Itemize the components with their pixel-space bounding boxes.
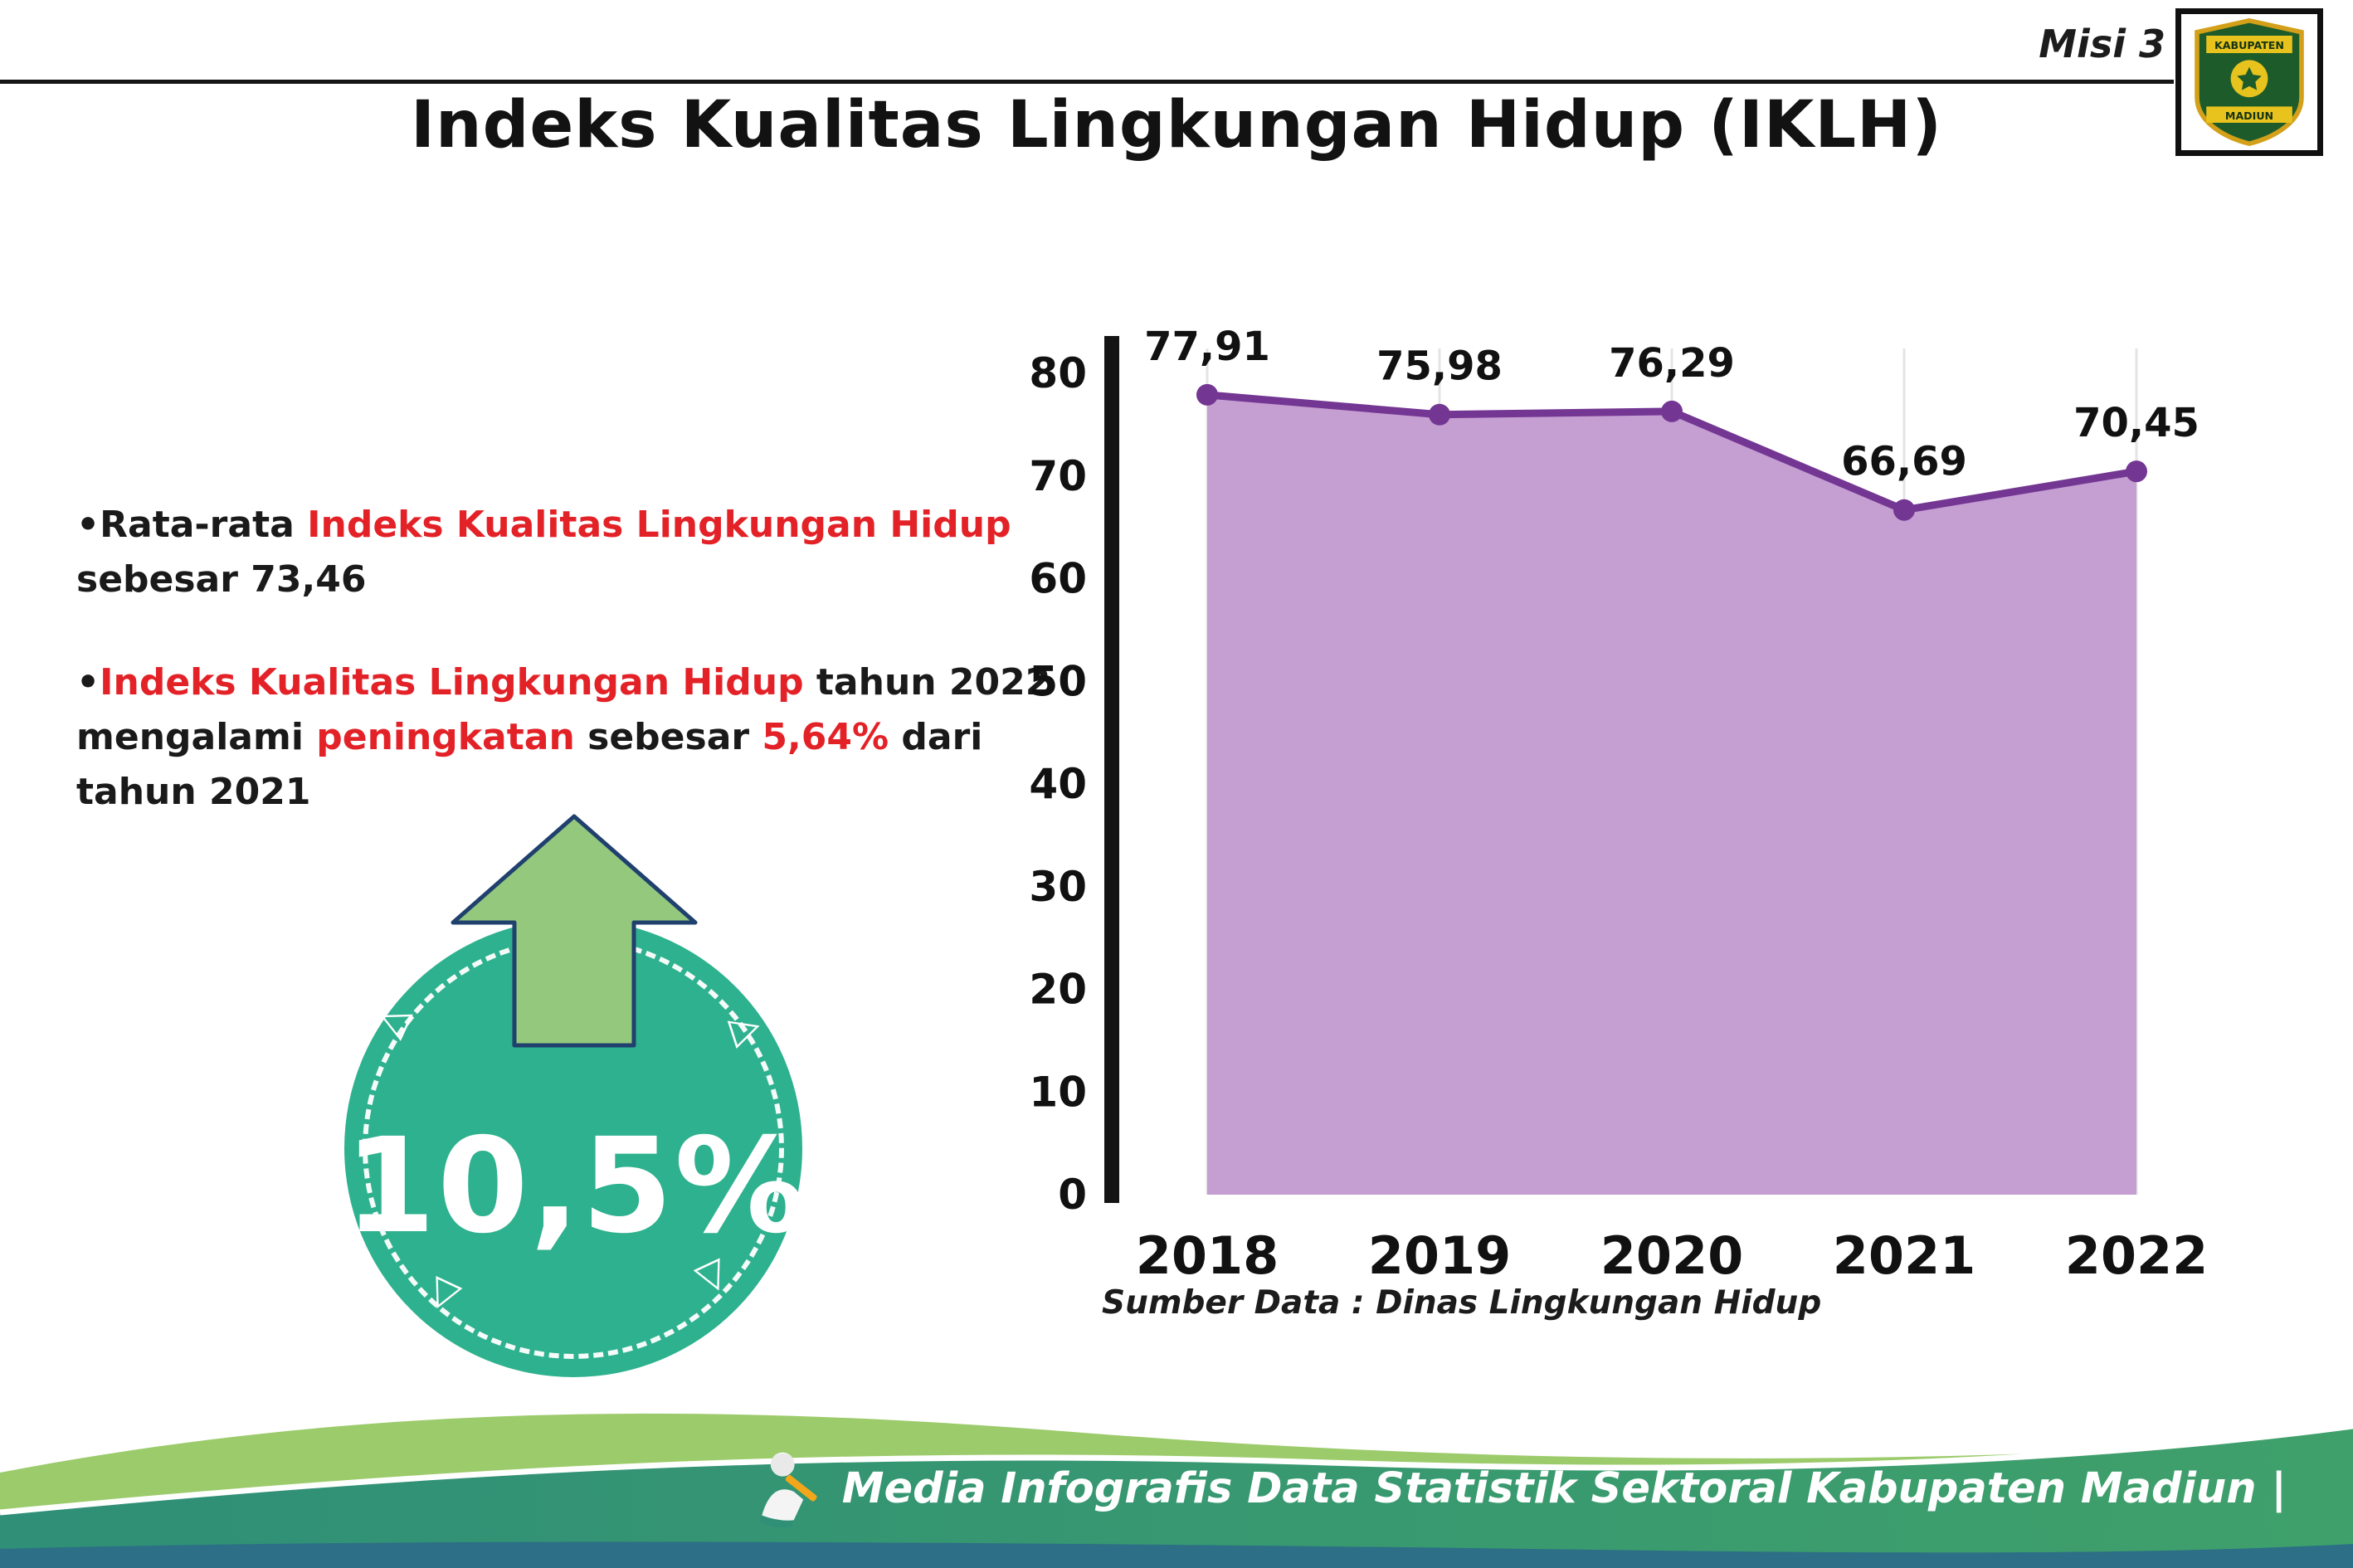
bullet-item-increase: •Indeks Kualitas Lingkungan Hidup tahun … [76,655,1072,820]
page-title: Indeks Kualitas Lingkungan Hidup (IKLH) [411,88,1942,163]
iklh-chart-svg: 0 10 20 30 40 50 60 70 80 77,91 2018 75,98 2019 76,29… [1029,324,2209,1286]
bullet-list: •Rata-rata Indeks Kualitas Lingkungan Hi… [76,498,1072,820]
up-arrow-icon [451,814,698,1048]
bullet-text: sebesar [574,716,762,758]
svg-text:30: 30 [1029,863,1087,911]
bullet-text-highlight: Indeks Kualitas Lingkungan Hidup [100,661,804,704]
bullet-glyph: • [76,504,100,546]
svg-text:77,91: 77,91 [1144,324,1270,370]
logo-top-text: KABUPATEN [2214,39,2284,51]
svg-text:50: 50 [1029,657,1087,705]
mascot-icon [760,1452,817,1528]
svg-text:0: 0 [1058,1171,1087,1219]
svg-text:10: 10 [1029,1068,1087,1116]
bullet-text: tahun 2022 mengalami [76,661,1051,758]
kabupaten-madiun-logo: KABUPATEN MADIUN [2175,8,2323,156]
svg-text:66,69: 66,69 [1841,439,1967,485]
bullet-text: Rata-rata [100,504,308,546]
footer-text: Media Infografis Data Statistik Sektoral… [841,1463,2287,1513]
bullet-glyph: • [76,661,100,704]
svg-text:75,98: 75,98 [1376,343,1503,390]
svg-text:20: 20 [1029,966,1087,1014]
svg-text:40: 40 [1029,760,1087,808]
badge-value: 10,5% [344,1110,808,1263]
bullet-text: sebesar 73,46 [76,558,367,601]
svg-text:70,45: 70,45 [2073,400,2200,446]
misi-label: Misi 3 [2039,22,2165,66]
footer-wave [0,1413,2353,1568]
logo-bottom-text: MADIUN [2225,110,2273,122]
iklh-chart: 0 10 20 30 40 50 60 70 80 77,91 2018 75,98 2019 76,29… [1004,290,2307,1336]
bullet-text-highlight: peningkatan [316,716,575,758]
header-divider [0,80,2174,84]
svg-text:2019: 2019 [1368,1225,1512,1286]
bullet-text: dari tahun 2021 [76,716,983,813]
source-note: Sumber Data : Dinas Lingkungan Hidup [1102,1284,1822,1322]
svg-text:80: 80 [1029,349,1087,397]
bullet-text-highlight: 5,64% [762,716,889,758]
svg-text:76,29: 76,29 [1609,340,1735,387]
svg-text:2020: 2020 [1600,1225,1744,1286]
svg-text:2021: 2021 [1833,1225,1976,1286]
svg-text:2022: 2022 [2065,1225,2209,1286]
svg-text:60: 60 [1029,555,1087,603]
bullet-item-average: •Rata-rata Indeks Kualitas Lingkungan Hi… [76,498,1072,607]
svg-text:2018: 2018 [1136,1225,1279,1286]
svg-text:70: 70 [1029,452,1087,500]
crest-icon: KABUPATEN MADIUN [2195,18,2304,146]
bullet-text-highlight: Indeks Kualitas Lingkungan Hidup [307,504,1011,546]
footer-credit: Media Infografis Data Statistik Sektoral… [748,1445,2287,1531]
